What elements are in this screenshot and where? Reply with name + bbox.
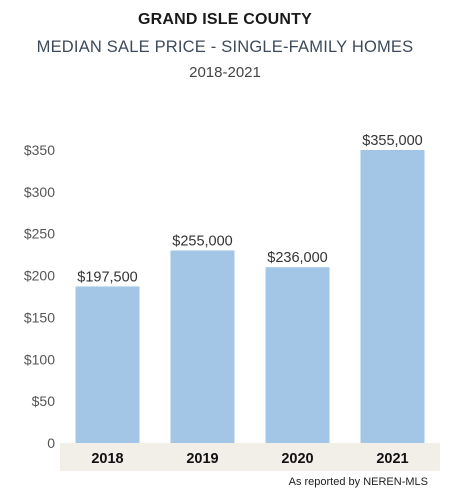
y-tick-label: $300: [24, 184, 55, 200]
chart-title: GRAND ISLE COUNTY: [137, 11, 313, 28]
y-tick-label: $150: [24, 309, 55, 325]
x-tick-label: 2019: [186, 451, 218, 467]
y-tick-label: $250: [24, 226, 55, 242]
y-tick-label: $350: [24, 142, 55, 158]
x-tick-label: 2021: [376, 451, 408, 467]
chart-period: 2018-2021: [189, 64, 261, 81]
data-label: $355,000: [362, 133, 422, 149]
source-note: As reported by NEREN-MLS: [288, 476, 428, 488]
y-tick-label: $50: [32, 393, 56, 409]
x-tick-label: 2018: [91, 451, 123, 467]
x-tick-label: 2020: [281, 451, 313, 467]
bar-2018: [75, 286, 140, 443]
chart-subtitle: MEDIAN SALE PRICE - SINGLE-FAMILY HOMES: [36, 38, 414, 56]
x-axis-band: [60, 443, 440, 471]
bar-2021: [360, 150, 425, 443]
y-tick-label: $100: [24, 351, 55, 367]
y-tick-label: $200: [24, 268, 55, 284]
y-tick-label: 0: [47, 435, 55, 451]
data-label: $255,000: [172, 233, 232, 249]
bar-2020: [265, 267, 330, 443]
data-label: $197,500: [77, 269, 137, 285]
bar-2019: [170, 250, 235, 443]
data-label: $236,000: [267, 250, 327, 266]
